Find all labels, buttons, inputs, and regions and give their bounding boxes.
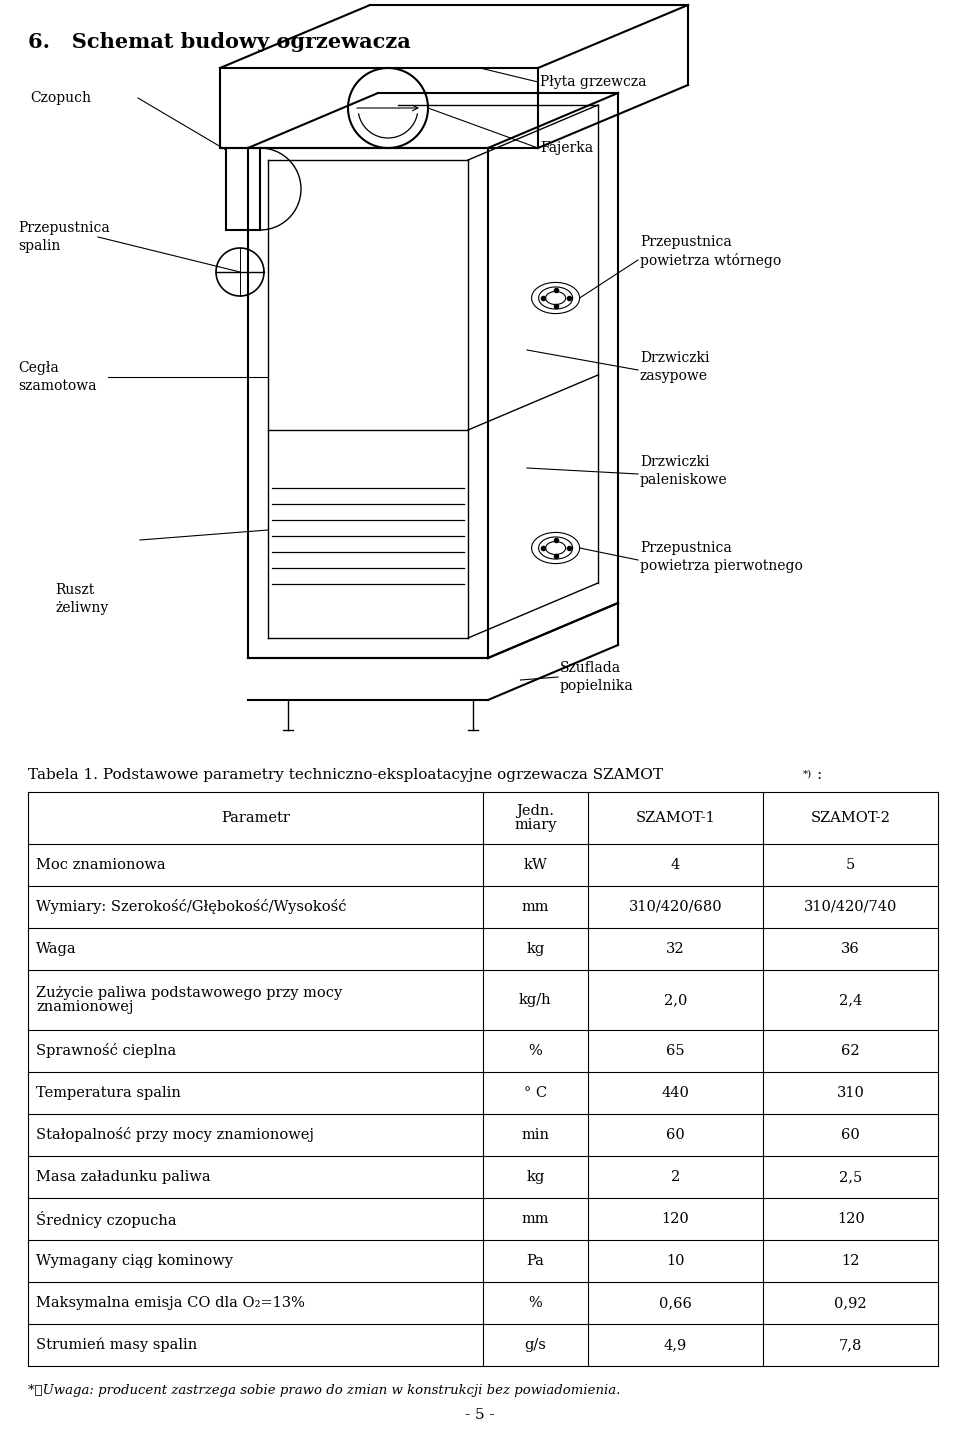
Text: 2,0: 2,0 xyxy=(663,992,687,1007)
Text: 6.   Schemat budowy ogrzewacza: 6. Schemat budowy ogrzewacza xyxy=(28,32,411,52)
Text: ° C: ° C xyxy=(524,1085,547,1100)
Text: Temperatura spalin: Temperatura spalin xyxy=(36,1085,180,1100)
Text: kW: kW xyxy=(523,858,547,872)
Text: 440: 440 xyxy=(661,1085,689,1100)
Text: 62: 62 xyxy=(841,1044,860,1058)
Text: mm: mm xyxy=(521,1211,549,1226)
Text: Moc znamionowa: Moc znamionowa xyxy=(36,858,166,872)
Text: SZAMOT-1: SZAMOT-1 xyxy=(636,811,715,825)
Text: Wymiary: Szerokość/Głębokość/Wysokość: Wymiary: Szerokość/Głębokość/Wysokość xyxy=(36,899,347,915)
Text: Czopuch: Czopuch xyxy=(30,92,91,105)
Text: 65: 65 xyxy=(666,1044,684,1058)
Text: 60: 60 xyxy=(666,1128,684,1141)
Text: Drzwiczki: Drzwiczki xyxy=(640,455,709,470)
Text: 0,92: 0,92 xyxy=(834,1296,867,1310)
Text: Przepustnica: Przepustnica xyxy=(640,541,732,556)
Text: 10: 10 xyxy=(666,1254,684,1267)
Text: Ruszt: Ruszt xyxy=(55,583,94,597)
Text: 4,9: 4,9 xyxy=(663,1337,687,1352)
Text: :: : xyxy=(816,768,821,782)
Text: Jedn.: Jedn. xyxy=(516,803,554,818)
Text: znamionowej: znamionowej xyxy=(36,1001,133,1014)
Text: 310/420/740: 310/420/740 xyxy=(804,899,898,914)
Text: Szuflada: Szuflada xyxy=(560,662,621,674)
Text: powietrza pierwotnego: powietrza pierwotnego xyxy=(640,558,803,573)
Text: Sprawność cieplna: Sprawność cieplna xyxy=(36,1044,177,1058)
Text: %: % xyxy=(528,1296,542,1310)
Text: kg: kg xyxy=(526,1170,544,1184)
Text: spalin: spalin xyxy=(18,239,60,253)
Text: popielnika: popielnika xyxy=(560,679,634,693)
Text: Tabela 1. Podstawowe parametry techniczno-eksploatacyjne ogrzewacza SZAMOT: Tabela 1. Podstawowe parametry techniczn… xyxy=(28,768,663,782)
Text: powietrza wtórnego: powietrza wtórnego xyxy=(640,252,781,268)
Text: Masa załadunku paliwa: Masa załadunku paliwa xyxy=(36,1170,210,1184)
Text: Maksymalna emisja CO dla O₂=13%: Maksymalna emisja CO dla O₂=13% xyxy=(36,1296,305,1310)
Text: Przepustnica: Przepustnica xyxy=(18,221,109,235)
Text: Strumień masy spalin: Strumień masy spalin xyxy=(36,1337,197,1352)
Text: Cegła: Cegła xyxy=(18,361,59,375)
Text: 120: 120 xyxy=(661,1211,689,1226)
Text: 7,8: 7,8 xyxy=(839,1337,862,1352)
Text: 36: 36 xyxy=(841,942,860,957)
Text: 12: 12 xyxy=(842,1254,860,1267)
Text: 32: 32 xyxy=(666,942,684,957)
Text: Płyta grzewcza: Płyta grzewcza xyxy=(540,74,646,89)
Text: kg/h: kg/h xyxy=(519,992,552,1007)
Text: 120: 120 xyxy=(837,1211,865,1226)
Text: Parametr: Parametr xyxy=(221,811,290,825)
Text: miary: miary xyxy=(514,818,557,832)
Text: Stałopalność przy mocy znamionowej: Stałopalność przy mocy znamionowej xyxy=(36,1127,314,1143)
Text: 0,66: 0,66 xyxy=(659,1296,692,1310)
Text: %: % xyxy=(528,1044,542,1058)
Text: zasypowe: zasypowe xyxy=(640,369,708,382)
Text: SZAMOT-2: SZAMOT-2 xyxy=(810,811,891,825)
Text: *): *) xyxy=(803,770,812,779)
Text: min: min xyxy=(521,1128,549,1141)
Text: 310: 310 xyxy=(837,1085,865,1100)
Text: Średnicy czopucha: Średnicy czopucha xyxy=(36,1210,177,1227)
Text: 2,5: 2,5 xyxy=(839,1170,862,1184)
Text: Przepustnica: Przepustnica xyxy=(640,235,732,249)
Text: Waga: Waga xyxy=(36,942,77,957)
Text: mm: mm xyxy=(521,899,549,914)
Text: - 5 -: - 5 - xyxy=(466,1408,494,1422)
Text: Zużycie paliwa podstawowego przy mocy: Zużycie paliwa podstawowego przy mocy xyxy=(36,985,343,1000)
Text: szamotowa: szamotowa xyxy=(18,379,97,392)
Text: 4: 4 xyxy=(671,858,680,872)
Text: 2: 2 xyxy=(671,1170,680,1184)
Text: kg: kg xyxy=(526,942,544,957)
Text: g/s: g/s xyxy=(524,1337,546,1352)
Text: 60: 60 xyxy=(841,1128,860,1141)
Text: *⧆Uwaga: producent zastrzega sobie prawo do zmian w konstrukcji bez powiadomieni: *⧆Uwaga: producent zastrzega sobie prawo… xyxy=(28,1383,620,1398)
Text: Wymagany ciąg kominowy: Wymagany ciąg kominowy xyxy=(36,1254,233,1267)
Text: Pa: Pa xyxy=(526,1254,544,1267)
Text: Drzwiczki: Drzwiczki xyxy=(640,351,709,365)
Text: 5: 5 xyxy=(846,858,855,872)
Text: żeliwny: żeliwny xyxy=(55,601,108,614)
Text: 310/420/680: 310/420/680 xyxy=(629,899,722,914)
Text: 2,4: 2,4 xyxy=(839,992,862,1007)
Text: paleniskowe: paleniskowe xyxy=(640,473,728,487)
Text: Fajerka: Fajerka xyxy=(540,140,593,155)
